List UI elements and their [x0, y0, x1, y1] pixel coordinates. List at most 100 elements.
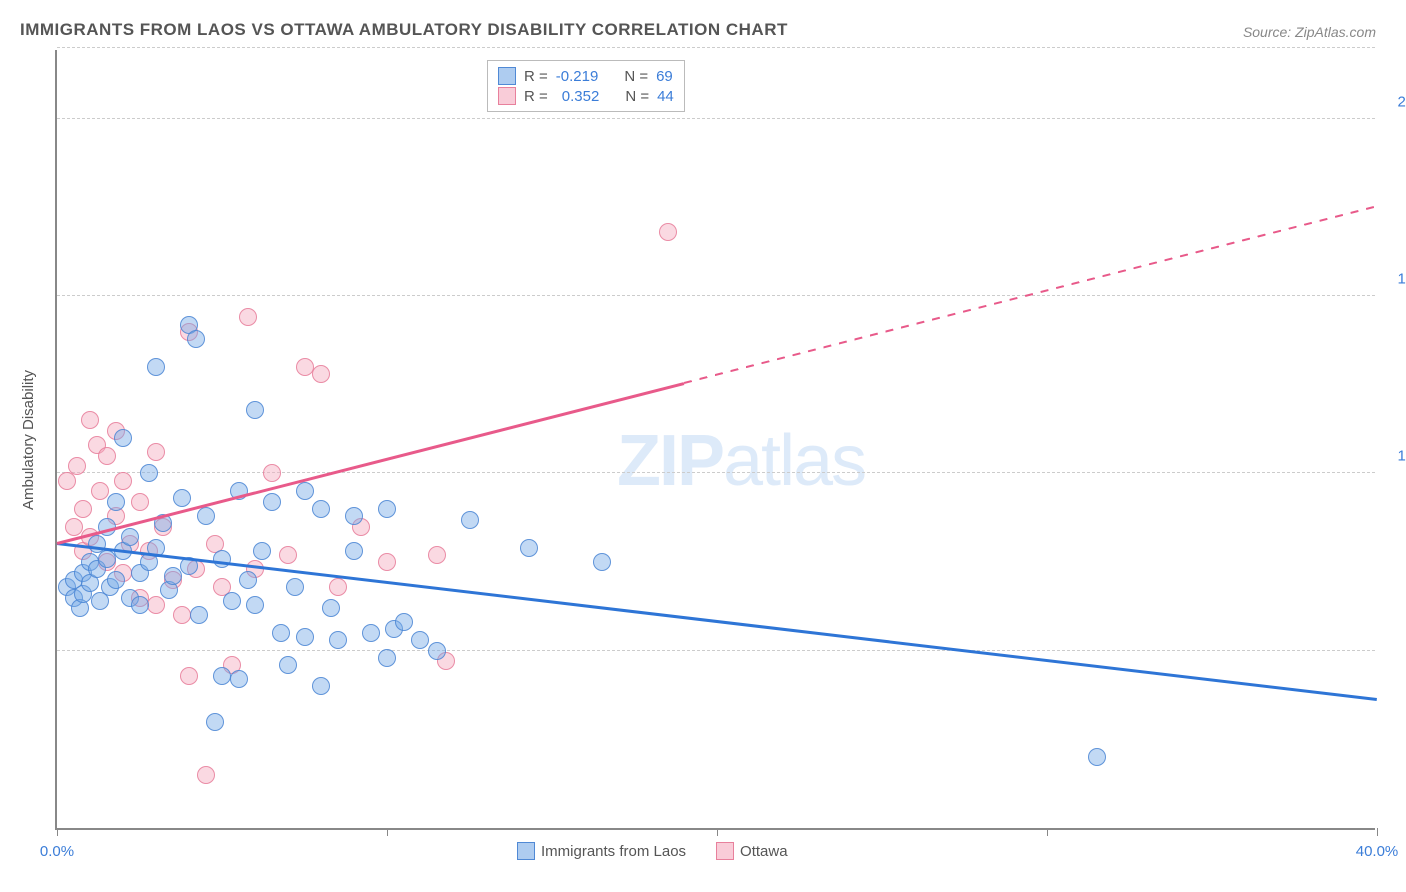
scatter-point	[345, 542, 363, 560]
scatter-point	[65, 518, 83, 536]
ytick-label: 20.0%	[1380, 93, 1406, 110]
legend-label: Ottawa	[740, 843, 788, 860]
chart-container: IMMIGRANTS FROM LAOS VS OTTAWA AMBULATOR…	[0, 0, 1406, 892]
scatter-point	[147, 596, 165, 614]
scatter-point	[345, 507, 363, 525]
scatter-point	[296, 482, 314, 500]
scatter-point	[114, 472, 132, 490]
n-label: N =	[625, 88, 649, 105]
scatter-point	[206, 713, 224, 731]
scatter-point	[520, 539, 538, 557]
ytick-label: 10.0%	[1380, 448, 1406, 465]
scatter-point	[272, 624, 290, 642]
scatter-point	[121, 528, 139, 546]
scatter-point	[428, 546, 446, 564]
scatter-point	[362, 624, 380, 642]
legend-row-blue: R = -0.219 N = 69	[498, 67, 674, 85]
gridline	[57, 118, 1375, 119]
scatter-point	[461, 511, 479, 529]
scatter-point	[263, 493, 281, 511]
r-label: R =	[524, 88, 548, 105]
chart-title: IMMIGRANTS FROM LAOS VS OTTAWA AMBULATOR…	[20, 20, 788, 40]
xtick	[387, 828, 388, 836]
swatch-blue-icon	[498, 67, 516, 85]
scatter-point	[279, 656, 297, 674]
r-value: 0.352	[556, 88, 600, 105]
scatter-point	[296, 628, 314, 646]
scatter-point	[659, 223, 677, 241]
gridline	[57, 650, 1375, 651]
scatter-point	[378, 649, 396, 667]
series-legend: Immigrants from Laos Ottawa	[517, 842, 788, 860]
r-value: -0.219	[556, 68, 599, 85]
r-label: R =	[524, 68, 548, 85]
legend-label: Immigrants from Laos	[541, 843, 686, 860]
scatter-point	[164, 567, 182, 585]
scatter-point	[329, 578, 347, 596]
n-value: 44	[657, 88, 674, 105]
scatter-point	[147, 358, 165, 376]
scatter-point	[246, 596, 264, 614]
scatter-point	[239, 308, 257, 326]
scatter-point	[1088, 748, 1106, 766]
scatter-point	[173, 606, 191, 624]
scatter-point	[378, 500, 396, 518]
swatch-pink-icon	[716, 842, 734, 860]
scatter-point	[246, 401, 264, 419]
scatter-point	[213, 667, 231, 685]
scatter-point	[329, 631, 347, 649]
trendline	[57, 382, 685, 544]
scatter-point	[312, 677, 330, 695]
xtick-label: 40.0%	[1356, 843, 1399, 860]
gridline	[57, 47, 1375, 48]
scatter-point	[253, 542, 271, 560]
scatter-point	[286, 578, 304, 596]
scatter-point	[131, 493, 149, 511]
source-label: Source: ZipAtlas.com	[1243, 24, 1376, 40]
gridline	[57, 295, 1375, 296]
y-axis-label: Ambulatory Disability	[20, 370, 37, 510]
scatter-point	[428, 642, 446, 660]
scatter-point	[312, 365, 330, 383]
scatter-point	[312, 500, 330, 518]
scatter-point	[187, 330, 205, 348]
gridline	[57, 472, 1375, 473]
xtick	[1377, 828, 1378, 836]
scatter-point	[173, 489, 191, 507]
scatter-point	[107, 571, 125, 589]
scatter-point	[239, 571, 257, 589]
scatter-point	[114, 429, 132, 447]
scatter-point	[74, 500, 92, 518]
scatter-point	[98, 550, 116, 568]
scatter-point	[131, 596, 149, 614]
legend-item-pink: Ottawa	[716, 842, 788, 860]
scatter-point	[91, 482, 109, 500]
scatter-point	[263, 464, 281, 482]
swatch-pink-icon	[498, 87, 516, 105]
legend-row-pink: R = 0.352 N = 44	[498, 87, 674, 105]
plot-area: ZIPatlas R = -0.219 N = 69 R = 0.352 N =…	[55, 50, 1375, 830]
xtick	[57, 828, 58, 836]
n-value: 69	[656, 68, 673, 85]
scatter-point	[223, 592, 241, 610]
watermark: ZIPatlas	[617, 420, 865, 502]
swatch-blue-icon	[517, 842, 535, 860]
scatter-point	[322, 599, 340, 617]
scatter-point	[81, 411, 99, 429]
legend-item-blue: Immigrants from Laos	[517, 842, 686, 860]
scatter-point	[230, 670, 248, 688]
scatter-point	[147, 443, 165, 461]
correlation-legend: R = -0.219 N = 69 R = 0.352 N = 44	[487, 60, 685, 112]
scatter-point	[395, 613, 413, 631]
xtick	[1047, 828, 1048, 836]
scatter-point	[140, 464, 158, 482]
scatter-point	[197, 766, 215, 784]
xtick	[717, 828, 718, 836]
scatter-point	[378, 553, 396, 571]
xtick-label: 0.0%	[40, 843, 74, 860]
ytick-label: 15.0%	[1380, 271, 1406, 288]
scatter-point	[68, 457, 86, 475]
n-label: N =	[624, 68, 648, 85]
scatter-point	[197, 507, 215, 525]
scatter-point	[296, 358, 314, 376]
